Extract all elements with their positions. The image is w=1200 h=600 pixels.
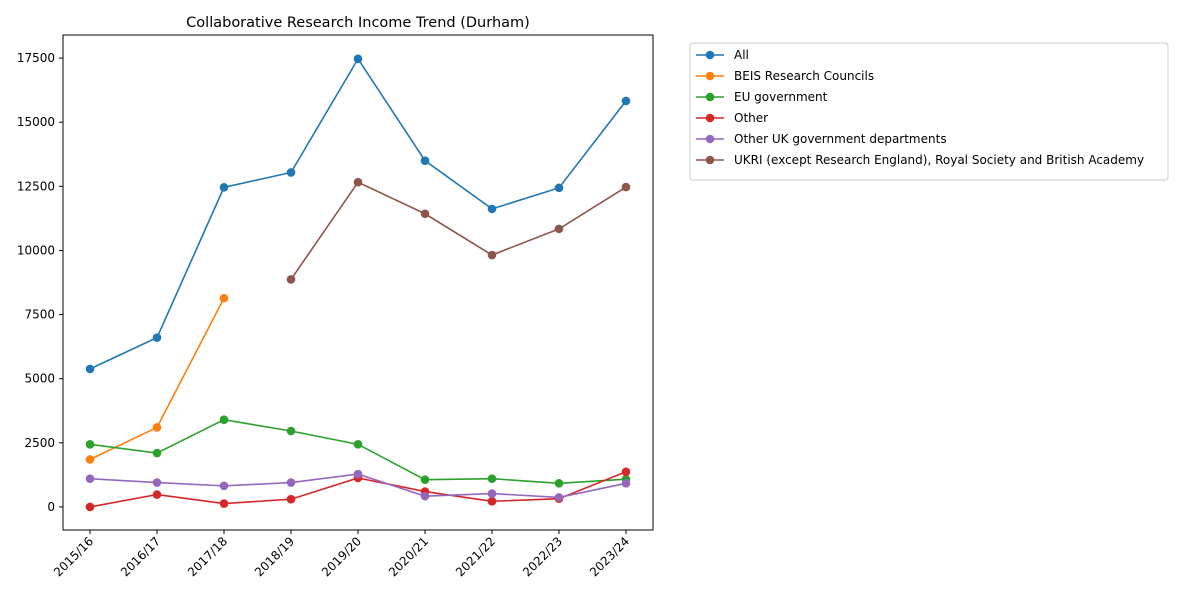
- chart-title: Collaborative Research Income Trend (Dur…: [186, 15, 530, 31]
- data-point: [621, 96, 631, 106]
- data-point: [353, 54, 363, 64]
- data-point: [554, 479, 564, 488]
- plot-frame: [62, 34, 654, 531]
- legend-marker: [705, 92, 715, 102]
- x-tick-label: 2023/24: [587, 534, 632, 579]
- legend-label: EU government: [734, 90, 828, 104]
- data-point: [219, 481, 229, 491]
- data-point: [487, 250, 497, 260]
- y-tick-label: 2500: [24, 436, 55, 450]
- data-point: [286, 494, 296, 504]
- data-point: [353, 440, 363, 449]
- series-2: [85, 415, 631, 488]
- legend-item: All: [696, 48, 749, 62]
- legend-item: Other: [696, 111, 768, 125]
- data-point: [219, 499, 229, 508]
- data-point: [487, 204, 497, 214]
- data-point: [85, 455, 95, 464]
- data-point: [487, 496, 497, 506]
- data-point: [420, 156, 430, 165]
- data-point: [152, 478, 162, 487]
- y-tick-label: 12500: [17, 179, 55, 193]
- x-tick-label: 2017/18: [185, 534, 230, 579]
- data-point: [219, 183, 229, 192]
- data-point: [487, 474, 497, 484]
- data-point: [85, 440, 95, 449]
- series-0: [85, 54, 631, 374]
- data-point: [621, 479, 631, 488]
- series-1: [85, 293, 229, 464]
- data-point: [420, 209, 430, 219]
- data-point: [152, 490, 162, 499]
- data-point: [152, 448, 162, 458]
- data-point: [353, 469, 363, 479]
- legend-marker: [705, 113, 715, 123]
- data-point: [286, 478, 296, 487]
- y-tick-label: 7500: [24, 308, 55, 322]
- data-point: [554, 183, 564, 193]
- legend-item: Other UK government departments: [696, 132, 947, 146]
- data-point: [85, 502, 95, 512]
- series-line: [89, 57, 627, 370]
- y-tick-label: 10000: [17, 243, 55, 257]
- data-point: [152, 423, 162, 432]
- data-point: [554, 224, 564, 234]
- x-tick-label: 2019/20: [319, 534, 364, 579]
- x-tick-label: 2020/21: [386, 534, 431, 579]
- y-tick-label: 17500: [17, 51, 55, 65]
- data-point: [219, 415, 229, 425]
- legend-item: EU government: [696, 90, 828, 104]
- data-point: [621, 182, 631, 192]
- x-tick-label: 2016/17: [118, 534, 163, 579]
- plot-area: 0 2500 5000 7500 10000 12500 15000 17500 2015/16…: [17, 34, 654, 579]
- data-point: [554, 493, 564, 502]
- data-point: [487, 489, 497, 498]
- series-line: [89, 297, 225, 461]
- y-tick-label: 0: [47, 500, 55, 514]
- data-point: [286, 426, 296, 436]
- data-point: [85, 364, 95, 374]
- legend-label: All: [734, 48, 749, 62]
- x-tick-label: 2021/22: [453, 534, 498, 579]
- x-tick-label: 2018/19: [252, 534, 297, 579]
- legend-label: Other UK government departments: [734, 132, 947, 146]
- y-tick-label: 5000: [24, 372, 55, 386]
- data-point: [420, 491, 430, 501]
- x-tick-label: 2022/23: [520, 534, 565, 579]
- legend-label: BEIS Research Councils: [734, 69, 874, 83]
- series-4: [85, 469, 631, 502]
- x-tick-label: 2015/16: [51, 534, 96, 579]
- data-point: [353, 177, 363, 187]
- legend-label: UKRI (except Research England), Royal So…: [734, 153, 1144, 167]
- legend: All BEIS Research Councils EU government Ot…: [689, 42, 1169, 181]
- legend-marker: [705, 71, 715, 81]
- legend-box: [689, 42, 1169, 181]
- data-point: [219, 293, 229, 303]
- data-point: [85, 474, 95, 484]
- data-point: [621, 467, 631, 477]
- y-tick-label: 15000: [17, 115, 55, 129]
- legend-marker: [705, 155, 715, 165]
- series-5: [286, 177, 631, 284]
- legend-label: Other: [734, 111, 768, 125]
- legend-item: BEIS Research Councils: [696, 69, 874, 83]
- series-line: [290, 181, 627, 280]
- data-point: [286, 168, 296, 177]
- data-point: [420, 475, 430, 485]
- legend-marker: [705, 50, 715, 60]
- data-point: [286, 275, 296, 284]
- legend-item: UKRI (except Research England), Royal So…: [696, 153, 1144, 167]
- data-point: [152, 333, 162, 342]
- legend-marker: [705, 134, 715, 144]
